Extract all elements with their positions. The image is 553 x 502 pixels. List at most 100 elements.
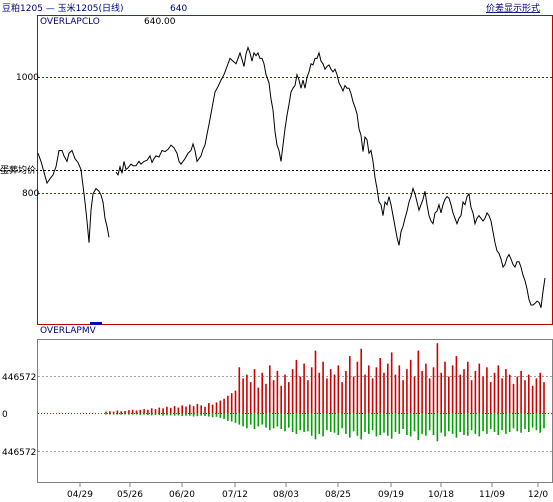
volume-bar-up [375,367,378,414]
volume-bar-down [310,413,313,436]
volume-bar-up [120,411,122,414]
volume-bar-up [230,393,233,414]
volume-bar-down [474,413,477,434]
volume-bar-down [425,413,427,436]
volume-bar-up [520,370,522,414]
volume-bar-down [181,413,183,417]
volume-bar-up [341,382,343,414]
volume-bar-down [368,413,370,434]
scroll-indicator[interactable] [90,322,102,325]
volume-bar-up [406,369,408,414]
volume-label-upper: 446572 [2,373,36,383]
volume-bar-up [147,409,149,414]
volume-bar-up [360,348,362,414]
volume-bar-down [428,413,431,431]
volume-bar-up [238,367,241,414]
x-tick-label: 05/26 [117,490,143,500]
volume-bar-down [196,413,199,417]
volume-bar-down [455,413,458,438]
volume-bar-up [162,408,164,414]
volume-bar-down [131,413,134,415]
volume-bar-down [307,413,309,432]
volume-bar-up [371,378,374,414]
volume-bar-up [398,365,401,414]
price-panel-frame [37,15,553,325]
x-tick-label: 11/09 [479,490,505,500]
volume-bar-down [349,413,351,438]
volume-bar-down [409,413,412,437]
volume-bar-down [508,413,511,432]
volume-bar-up [166,406,168,414]
volume-bar-up [181,405,183,414]
volume-bar-up [448,376,450,414]
volume-bar-down [139,413,142,415]
volume-bar-down [272,413,275,429]
volume-bar-down [371,413,374,431]
volume-bar-up [478,363,481,414]
spread-mode-link[interactable]: 价差显示形式 [486,2,540,14]
volume-label-zero: 0 [2,410,8,420]
volume-bar-up [112,411,115,414]
x-tick-label: 12/0 [528,490,548,500]
price-series [37,45,546,308]
volume-bar-up [322,361,324,414]
volume-bar-up [280,385,282,414]
x-tick-label: 08/03 [273,490,299,500]
x-tick-label: 10/18 [428,490,454,500]
volume-bar-down [246,413,248,429]
volume-bar-up [368,365,370,414]
volume-bar-down [337,413,340,435]
volume-bar-down [505,413,507,434]
volume-bar-up [200,405,202,414]
volume-bar-down [242,413,244,427]
volume-bar-up [482,376,484,414]
volume-bar-up [364,374,366,414]
volume-bar-up [451,365,454,414]
volume-bar-up [333,374,336,414]
price-indicator-value: 640.00 [144,17,176,27]
volume-bar-up [291,369,294,414]
volume-bar-up [249,382,252,414]
volume-bar-down [147,413,149,415]
volume-bar-up [394,374,397,414]
volume-bar-down [413,413,416,432]
volume-bar-up [154,409,157,414]
volume-bar-down [463,413,465,435]
volume-bar-up [326,378,328,414]
volume-bar-down [116,413,119,415]
volume-bar-up [307,380,309,414]
volume-bar-down [390,413,393,439]
x-axis: 04/29 05/26 06/20 07/12 08/03 08/25 09/19 10/18… [67,483,548,500]
volume-bar-down [493,413,496,432]
volume-bar-up [421,370,423,414]
volume-bar-up [227,395,229,414]
volume-bar-up [413,376,416,414]
price-line-segment-1 [37,149,110,243]
volume-bar-down [265,413,267,428]
volume-bar-up [211,404,214,414]
mean-price-label: 蛋葬均价 [0,164,36,176]
volume-bar-down [223,413,225,419]
volume-bar-down [364,413,366,432]
volume-bar-down [143,413,145,415]
volume-bar-up [261,372,263,414]
volume-bar-down [295,413,298,434]
volume-bar-up [379,358,381,414]
volume-bar-down [249,413,252,425]
volume-bar-down [253,413,256,429]
volume-bar-down [120,413,122,415]
volume-bar-down [257,413,260,427]
volume-bars [105,343,545,442]
volume-bar-down [497,413,500,435]
volume-bar-down [185,413,187,416]
volume-bar-up [109,411,111,414]
volume-bar-up [158,407,161,414]
volume-bar-up [303,363,305,414]
volume-bar-up [269,365,271,414]
volume-bar-up [219,400,222,414]
volume-bar-up [409,359,412,414]
volume-bar-up [387,363,389,414]
volume-bar-up [493,372,496,414]
volume-bar-up [383,372,385,414]
